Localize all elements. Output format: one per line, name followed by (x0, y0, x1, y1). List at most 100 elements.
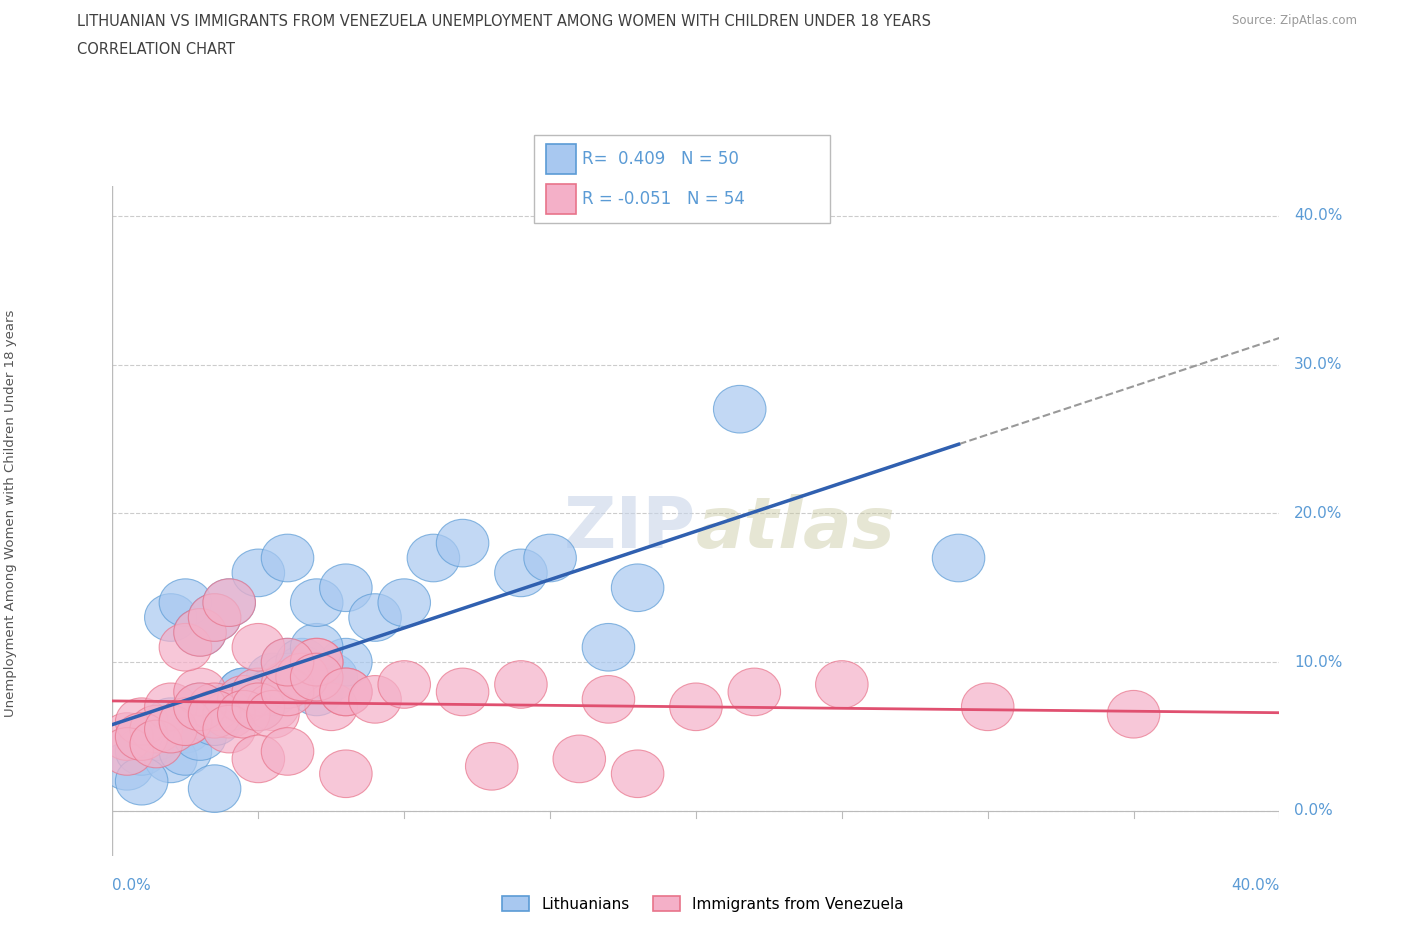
Text: atlas: atlas (696, 494, 896, 563)
Legend: Lithuanians, Immigrants from Venezuela: Lithuanians, Immigrants from Venezuela (496, 889, 910, 918)
Ellipse shape (174, 608, 226, 657)
Text: R = -0.051   N = 54: R = -0.051 N = 54 (582, 191, 744, 208)
Ellipse shape (276, 653, 329, 701)
Ellipse shape (246, 683, 299, 731)
FancyBboxPatch shape (546, 144, 575, 174)
Ellipse shape (174, 712, 226, 761)
Ellipse shape (495, 549, 547, 597)
Text: 40.0%: 40.0% (1232, 878, 1279, 893)
Ellipse shape (101, 742, 153, 790)
Text: LITHUANIAN VS IMMIGRANTS FROM VENEZUELA UNEMPLOYMENT AMONG WOMEN WITH CHILDREN U: LITHUANIAN VS IMMIGRANTS FROM VENEZUELA … (77, 14, 931, 29)
Ellipse shape (232, 683, 284, 731)
Ellipse shape (262, 638, 314, 686)
Ellipse shape (262, 534, 314, 582)
Ellipse shape (349, 675, 401, 724)
Ellipse shape (159, 698, 212, 746)
Ellipse shape (262, 660, 314, 709)
Ellipse shape (218, 690, 270, 738)
Ellipse shape (174, 608, 226, 657)
Ellipse shape (159, 578, 212, 627)
Ellipse shape (582, 675, 634, 724)
Ellipse shape (145, 593, 197, 642)
Ellipse shape (145, 698, 197, 746)
Ellipse shape (262, 638, 314, 686)
FancyBboxPatch shape (546, 184, 575, 215)
Ellipse shape (232, 675, 284, 724)
Text: 0.0%: 0.0% (112, 878, 152, 893)
Ellipse shape (319, 750, 373, 798)
Ellipse shape (218, 668, 270, 716)
Text: Source: ZipAtlas.com: Source: ZipAtlas.com (1232, 14, 1357, 27)
Ellipse shape (378, 660, 430, 709)
Text: Unemployment Among Women with Children Under 18 years: Unemployment Among Women with Children U… (4, 310, 17, 717)
Ellipse shape (232, 549, 284, 597)
Text: 40.0%: 40.0% (1294, 208, 1343, 223)
Ellipse shape (262, 653, 314, 701)
Ellipse shape (188, 690, 240, 738)
Ellipse shape (728, 668, 780, 716)
Ellipse shape (436, 668, 489, 716)
Ellipse shape (232, 683, 284, 731)
Ellipse shape (408, 534, 460, 582)
Ellipse shape (174, 683, 226, 731)
Ellipse shape (218, 675, 270, 724)
Ellipse shape (612, 564, 664, 612)
Ellipse shape (202, 578, 256, 627)
Ellipse shape (115, 712, 167, 761)
Ellipse shape (669, 683, 723, 731)
Ellipse shape (174, 683, 226, 731)
Ellipse shape (378, 578, 430, 627)
Ellipse shape (129, 720, 183, 768)
Ellipse shape (202, 690, 256, 738)
Ellipse shape (159, 705, 212, 753)
Ellipse shape (202, 683, 256, 731)
Text: 10.0%: 10.0% (1294, 655, 1343, 670)
Text: ZIP: ZIP (564, 494, 696, 563)
Text: 30.0%: 30.0% (1294, 357, 1343, 372)
Ellipse shape (815, 660, 868, 709)
Ellipse shape (319, 668, 373, 716)
Ellipse shape (115, 712, 167, 761)
Ellipse shape (188, 764, 240, 813)
Ellipse shape (291, 578, 343, 627)
Ellipse shape (202, 683, 256, 731)
Ellipse shape (276, 645, 329, 694)
Ellipse shape (129, 712, 183, 761)
Ellipse shape (962, 683, 1014, 731)
Ellipse shape (319, 638, 373, 686)
Ellipse shape (101, 712, 153, 761)
Ellipse shape (159, 698, 212, 746)
Ellipse shape (232, 735, 284, 783)
Ellipse shape (436, 519, 489, 567)
Ellipse shape (188, 593, 240, 642)
Ellipse shape (218, 668, 270, 716)
Ellipse shape (276, 653, 329, 701)
Ellipse shape (115, 757, 167, 805)
Ellipse shape (174, 668, 226, 716)
Text: 0.0%: 0.0% (1294, 804, 1333, 818)
Ellipse shape (319, 564, 373, 612)
Ellipse shape (291, 668, 343, 716)
Ellipse shape (129, 720, 183, 768)
Ellipse shape (305, 653, 357, 701)
Ellipse shape (291, 623, 343, 671)
Ellipse shape (262, 727, 314, 776)
Ellipse shape (291, 653, 343, 701)
Ellipse shape (276, 638, 329, 686)
Ellipse shape (145, 705, 197, 753)
Ellipse shape (188, 593, 240, 642)
Ellipse shape (188, 698, 240, 746)
Ellipse shape (101, 727, 153, 776)
Ellipse shape (246, 653, 299, 701)
Ellipse shape (159, 623, 212, 671)
Ellipse shape (246, 668, 299, 716)
Ellipse shape (115, 727, 167, 776)
Ellipse shape (524, 534, 576, 582)
Text: CORRELATION CHART: CORRELATION CHART (77, 42, 235, 57)
Ellipse shape (495, 660, 547, 709)
Ellipse shape (232, 668, 284, 716)
Ellipse shape (188, 690, 240, 738)
Ellipse shape (262, 668, 314, 716)
Ellipse shape (305, 683, 357, 731)
Ellipse shape (465, 742, 517, 790)
